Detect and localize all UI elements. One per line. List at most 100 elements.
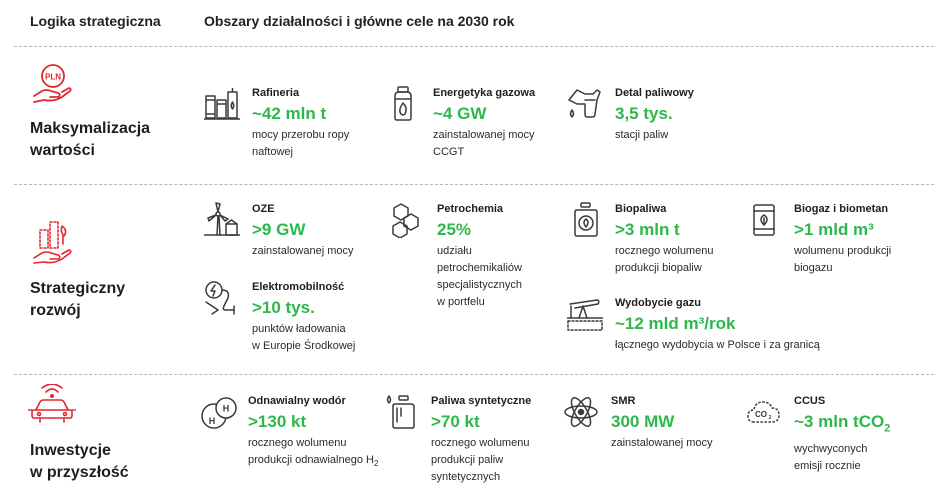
item-text: Paliwa syntetyczne >70 kt rocznego wolum…	[431, 394, 571, 486]
category-label-line: w przyszłość	[30, 464, 129, 481]
item-description: wolumenu produkcji biogazu	[794, 243, 934, 277]
header-strategic-logic: Logika strategiczna	[30, 13, 161, 29]
subscript: 2	[373, 459, 379, 469]
category-label-line: Maksymalizacja	[30, 120, 151, 137]
item-value: ~42 mln t	[252, 104, 327, 123]
item-description: rocznego wolumenu produkcji paliw syntet…	[431, 435, 571, 486]
desc-line: mocy przerobu ropy	[252, 129, 350, 141]
hydrogen-label: H	[209, 416, 216, 426]
item-text: Energetyka gazowa ~4 GW zainstalowanej m…	[433, 86, 573, 161]
item-name: CCUS	[794, 395, 826, 407]
item-description: łącznego wydobycia w Polsce i za granicą	[615, 337, 945, 354]
item-value: 3,5 tys.	[615, 104, 673, 123]
divider	[14, 46, 934, 47]
gas-cylinder-icon	[385, 86, 421, 122]
item-description: zainstalowanej mocy CCGT	[433, 127, 573, 161]
item-text: Biopaliwa >3 mln t rocznego wolumenu pro…	[615, 202, 755, 277]
desc-line: wychwyconych	[794, 443, 868, 456]
category-label-line: Inwestycje	[30, 442, 111, 459]
item-text: CCUS ~3 mln tCO2 wychwyconych emisji roc…	[794, 394, 934, 475]
item-text: Elektromobilność >10 tys. punktów ładowa…	[252, 280, 392, 355]
desc-line: rocznego wolumenu	[431, 437, 530, 449]
co2-cloud-icon: CO 2	[746, 394, 782, 430]
item-name: Wydobycie gazu	[615, 297, 701, 309]
item-name: SMR	[611, 395, 636, 407]
pumpjack-icon	[567, 296, 603, 332]
item-name: Elektromobilność	[252, 281, 345, 293]
synthetic-fuel-icon	[383, 394, 419, 430]
co2-subscript: 2	[769, 415, 772, 421]
desc-line: biogazu	[794, 262, 833, 274]
biogas-barrel-icon	[746, 202, 782, 238]
category-label-line: Strategiczny	[30, 280, 126, 297]
item-name: Odnawialny wodór	[248, 395, 346, 407]
item-text: Wydobycie gazu ~12 mld m³/rok łącznego w…	[615, 296, 945, 354]
desc-line: petrochemikaliów	[437, 262, 522, 274]
desc-line: stacji paliw	[615, 129, 669, 141]
item-name: Detal paliwowy	[615, 87, 694, 99]
item-description: rocznego wolumenu produkcji odnawialnego…	[248, 435, 388, 472]
desc-line: rocznego wolumenu	[615, 245, 714, 257]
refinery-icon	[204, 86, 240, 122]
hydrogen-label: H	[223, 404, 230, 414]
item-description: rocznego wolumenu produkcji biopaliw	[615, 243, 755, 277]
ev-charger-icon	[204, 280, 240, 316]
desc-line: wolumenu produkcji	[794, 245, 892, 257]
desc-line: produkcji odnawialnego H2	[248, 452, 388, 472]
value-subscript: 2	[884, 422, 891, 435]
item-text: Biogaz i biometan >1 mld m³ wolumenu pro…	[794, 202, 934, 277]
item-name: Rafineria	[252, 87, 300, 99]
item-description: zainstalowanej mocy	[252, 243, 392, 260]
item-value: >3 mln t	[615, 220, 680, 239]
desc-line: w Europie Środkowej	[252, 340, 356, 352]
desc-line: CCGT	[433, 146, 465, 158]
desc-line: punktów ładowania	[252, 323, 346, 335]
item-value: >1 mld m³	[794, 220, 874, 239]
wind-turbine-icon	[204, 202, 240, 238]
desc-line: udziału	[437, 245, 472, 257]
item-value: >130 kt	[248, 412, 307, 431]
category-label-line: rozwój	[30, 302, 81, 319]
item-value: >9 GW	[252, 220, 306, 239]
hexagon-molecule-icon	[389, 202, 425, 238]
atom-icon	[563, 394, 599, 430]
item-description: mocy przerobu ropy naftowej	[252, 127, 392, 161]
item-name: Biogaz i biometan	[794, 203, 889, 215]
item-name: Paliwa syntetyczne	[431, 395, 532, 407]
item-text: Petrochemia 25% udziału petrochemikaliów…	[437, 202, 577, 311]
desc-line: emisji rocznie	[794, 460, 861, 473]
hydrogen-molecule-icon: H H	[200, 394, 240, 434]
divider	[14, 374, 934, 375]
item-text: Detal paliwowy 3,5 tys. stacji paliw	[615, 86, 755, 144]
desc-line: naftowej	[252, 146, 293, 158]
item-name: Energetyka gazowa	[433, 87, 536, 99]
hand-growth-icon	[30, 218, 74, 264]
category-label-value-maximization: Maksymalizacja wartości	[30, 118, 150, 162]
divider	[14, 184, 934, 185]
item-description: udziału petrochemikaliów specjalistyczny…	[437, 243, 577, 311]
category-label-strategic-development: Strategiczny rozwój	[30, 278, 125, 322]
item-text: Odnawialny wodór >130 kt rocznego wolume…	[248, 394, 388, 472]
item-name: OZE	[252, 203, 275, 215]
value-text: ~3 mln tCO	[794, 412, 885, 431]
desc-line: syntetycznych	[431, 471, 501, 483]
desc-line: łącznego wydobycia w Polsce i za granicą	[615, 339, 820, 351]
coin-label: PLN	[45, 73, 61, 82]
desc-line: zainstalowanej mocy	[252, 245, 354, 257]
desc-text: produkcji odnawialnego H	[248, 454, 374, 466]
item-text: SMR 300 MW zainstalowanej mocy	[611, 394, 751, 452]
desc-line: w portfelu	[437, 296, 485, 308]
item-value: 25%	[437, 220, 472, 239]
header-business-areas: Obszary działalności i główne cele na 20…	[204, 13, 515, 29]
connected-car-icon	[28, 384, 76, 424]
desc-line: produkcji biopaliw	[615, 262, 702, 274]
desc-line: zainstalowanej mocy	[433, 129, 535, 141]
item-text: OZE >9 GW zainstalowanej mocy	[252, 202, 392, 260]
item-value: ~3 mln tCO2	[794, 411, 934, 439]
desc-line: specjalistycznych	[437, 279, 522, 291]
category-label-future-investments: Inwestycje w przyszłość	[30, 440, 129, 484]
desc-line: rocznego wolumenu	[248, 437, 347, 449]
hand-pln-coin-icon: PLN	[30, 62, 74, 106]
item-value: ~12 mld m³/rok	[615, 314, 736, 333]
item-description: stacji paliw	[615, 127, 755, 144]
